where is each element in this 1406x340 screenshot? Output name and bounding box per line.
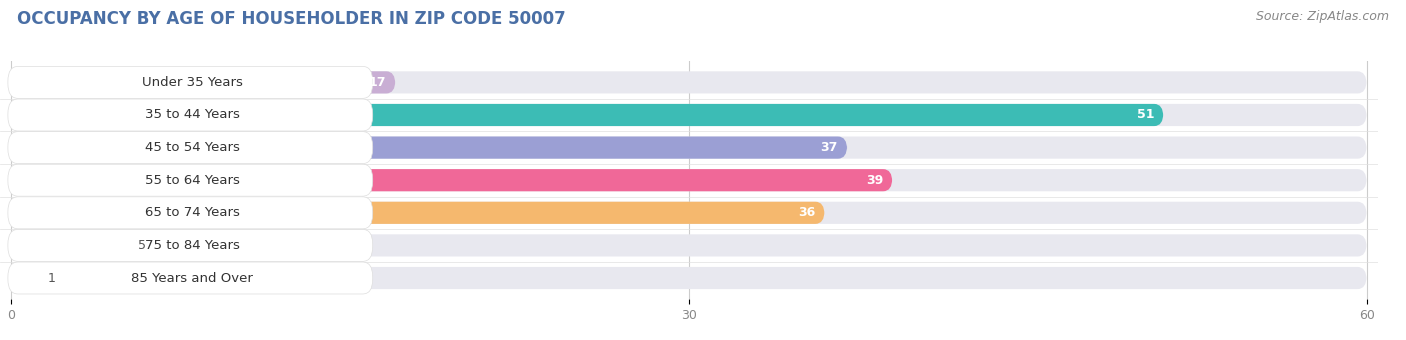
Text: 35 to 44 Years: 35 to 44 Years xyxy=(145,108,239,121)
Text: 85 Years and Over: 85 Years and Over xyxy=(131,272,253,285)
FancyBboxPatch shape xyxy=(11,71,395,94)
Text: 17: 17 xyxy=(368,76,387,89)
Text: 37: 37 xyxy=(821,141,838,154)
FancyBboxPatch shape xyxy=(8,230,373,261)
Text: 45 to 54 Years: 45 to 54 Years xyxy=(145,141,239,154)
FancyBboxPatch shape xyxy=(8,197,373,229)
FancyBboxPatch shape xyxy=(11,267,34,289)
FancyBboxPatch shape xyxy=(8,164,373,196)
Text: 51: 51 xyxy=(1137,108,1154,121)
Text: 39: 39 xyxy=(866,174,883,187)
FancyBboxPatch shape xyxy=(11,71,1367,94)
Text: 65 to 74 Years: 65 to 74 Years xyxy=(145,206,239,219)
FancyBboxPatch shape xyxy=(11,234,1367,256)
FancyBboxPatch shape xyxy=(11,169,893,191)
Text: 5: 5 xyxy=(138,239,146,252)
FancyBboxPatch shape xyxy=(11,137,1367,159)
FancyBboxPatch shape xyxy=(11,234,124,256)
FancyBboxPatch shape xyxy=(11,137,846,159)
FancyBboxPatch shape xyxy=(11,202,824,224)
Text: Under 35 Years: Under 35 Years xyxy=(142,76,242,89)
FancyBboxPatch shape xyxy=(11,267,1367,289)
FancyBboxPatch shape xyxy=(8,99,373,131)
FancyBboxPatch shape xyxy=(11,169,1367,191)
Text: 75 to 84 Years: 75 to 84 Years xyxy=(145,239,239,252)
Text: OCCUPANCY BY AGE OF HOUSEHOLDER IN ZIP CODE 50007: OCCUPANCY BY AGE OF HOUSEHOLDER IN ZIP C… xyxy=(17,10,565,28)
Text: 55 to 64 Years: 55 to 64 Years xyxy=(145,174,239,187)
FancyBboxPatch shape xyxy=(11,202,1367,224)
Text: 36: 36 xyxy=(799,206,815,219)
Text: Source: ZipAtlas.com: Source: ZipAtlas.com xyxy=(1256,10,1389,23)
FancyBboxPatch shape xyxy=(8,66,373,98)
FancyBboxPatch shape xyxy=(11,104,1163,126)
FancyBboxPatch shape xyxy=(8,262,373,294)
Text: 1: 1 xyxy=(48,272,55,285)
FancyBboxPatch shape xyxy=(8,132,373,164)
FancyBboxPatch shape xyxy=(11,104,1367,126)
